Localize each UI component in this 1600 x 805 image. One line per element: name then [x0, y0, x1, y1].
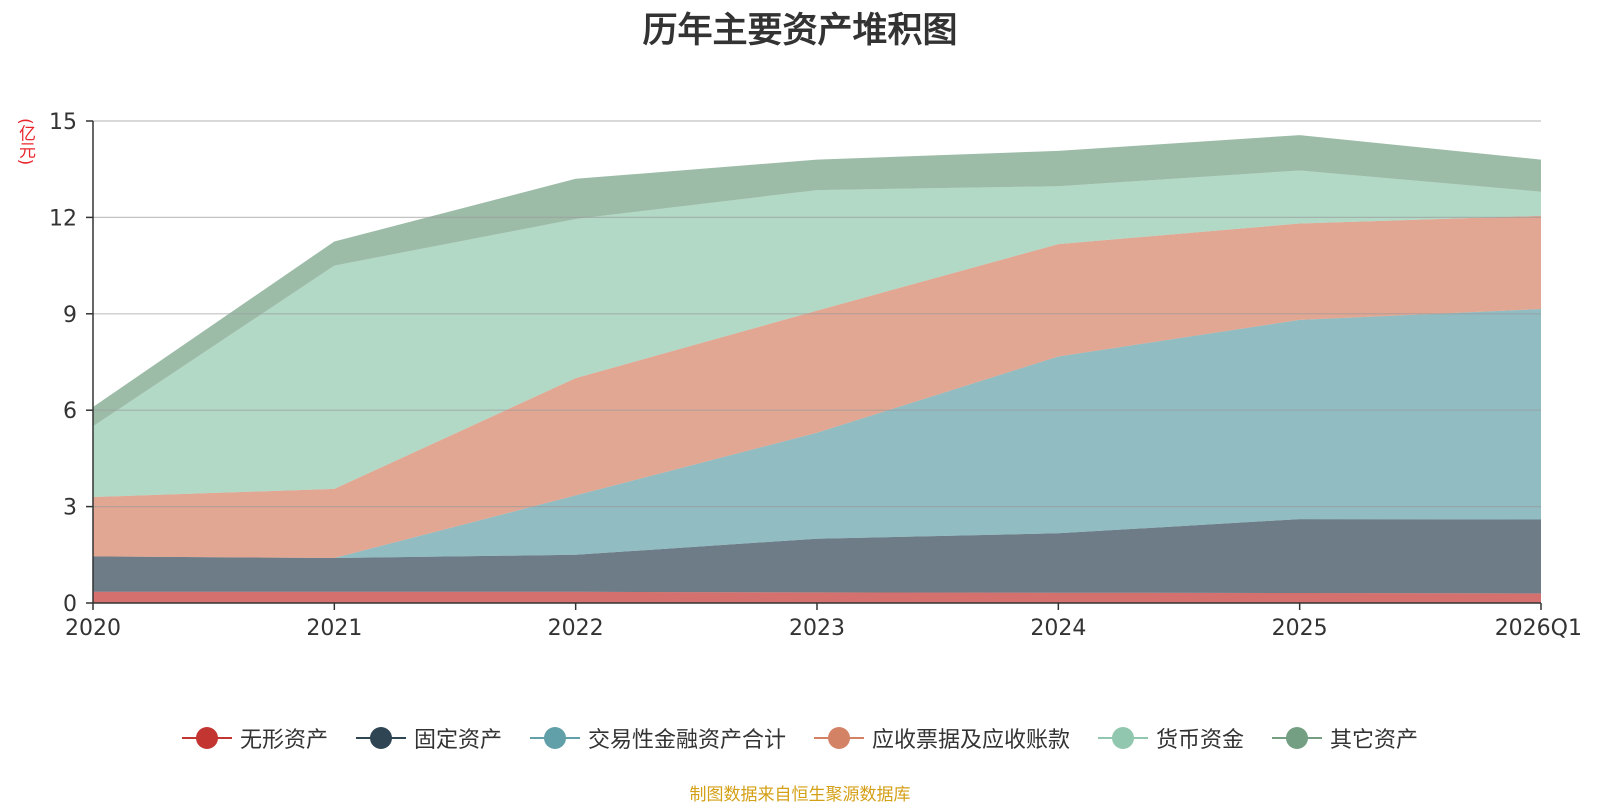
legend-label: 应收票据及应收账款: [872, 728, 1071, 753]
y-tick-label-0: 0: [63, 592, 77, 617]
y-tick-label-12: 12: [49, 206, 77, 231]
area-series-4: [93, 215, 1541, 559]
legend-dot: [1286, 727, 1309, 749]
area-series-2: [93, 519, 1541, 594]
legend-dot: [828, 727, 850, 749]
chart-title: 历年主要资产堆积图: [642, 11, 958, 51]
x-tick-label-2024: 2024: [1030, 616, 1086, 641]
legend-dot: [1112, 727, 1135, 749]
legend-swatch-icon: [355, 725, 406, 751]
source-note: 制图数据来自恒生聚源数据库: [689, 785, 911, 805]
legend-item-5[interactable]: 货币资金: [1098, 722, 1244, 754]
legend: 无形资产 固定资产 交易性金融资产合计 应收票据及应收账款 货币资金 其它资产: [0, 720, 1600, 756]
x-tick-label-2022: 2022: [548, 616, 604, 641]
y-tick-label-15: 15: [49, 110, 77, 135]
legend-item-6[interactable]: 其它资产: [1272, 722, 1418, 754]
legend-swatch-icon: [1098, 725, 1149, 751]
legend-dot: [369, 727, 392, 749]
y-tick-label-6: 6: [63, 399, 77, 424]
x-tick-label-2025: 2025: [1272, 616, 1328, 641]
legend-swatch-icon: [814, 725, 864, 751]
legend-item-2[interactable]: 固定资产: [355, 722, 502, 754]
y-tick-label-9: 9: [63, 303, 77, 328]
legend-item-1[interactable]: 无形资产: [181, 722, 328, 754]
x-tick-label-2023: 2023: [789, 616, 845, 641]
y-tick-label-3: 3: [63, 496, 77, 521]
area-series-3: [93, 309, 1541, 558]
legend-label: 无形资产: [239, 728, 328, 753]
legend-swatch-icon: [1272, 725, 1323, 751]
stacked-area-chart: 0 3 6 9 12 15 2020 2021 2022 2023 2024 2025 2026Q1: [49, 110, 1582, 641]
y-axis-unit-label: (亿元): [15, 118, 35, 166]
legend-dot: [195, 727, 218, 749]
area-series-6: [93, 135, 1541, 427]
legend-label: 其它资产: [1330, 728, 1419, 753]
legend-label: 固定资产: [413, 728, 502, 753]
legend-swatch-icon: [181, 725, 232, 751]
area-series-5: [93, 170, 1541, 497]
x-tick-label-2021: 2021: [306, 616, 362, 641]
area-series-1: [93, 591, 1541, 603]
legend-item-3[interactable]: 交易性金融资产合计: [529, 722, 786, 754]
x-tick-label-2026Q1: 2026Q1: [1495, 616, 1582, 641]
legend-item-4[interactable]: 应收票据及应收账款: [814, 722, 1070, 754]
legend-dot: [543, 727, 566, 749]
legend-swatch-icon: [529, 725, 580, 751]
legend-label: 交易性金融资产合计: [587, 728, 786, 753]
x-tick-label-2020: 2020: [65, 616, 121, 641]
legend-label: 货币资金: [1156, 728, 1245, 753]
